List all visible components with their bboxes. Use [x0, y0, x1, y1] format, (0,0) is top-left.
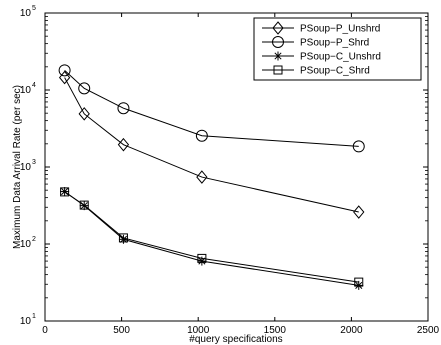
series-line [64, 191, 359, 286]
series-line [64, 69, 359, 147]
y-axis-title: Maximum Data Arrival Rate (per sec) [12, 85, 23, 249]
legend-label: PSoup−C_Unshrd [300, 52, 381, 63]
asterisk-stroke [274, 52, 282, 60]
asterisk-marker [354, 280, 364, 290]
series-diamond [58, 70, 365, 219]
square-marker [60, 187, 70, 197]
diamond-marker [58, 70, 71, 85]
axis-ticks [44, 12, 429, 322]
asterisk-stroke [61, 187, 69, 196]
y-tick-label: 10 [20, 8, 32, 19]
x-tick-label: 0 [42, 325, 48, 336]
square-marker [273, 65, 283, 75]
diamond-marker [272, 21, 284, 35]
y-tick-exponent: 4 [32, 82, 36, 89]
diamond-marker [78, 107, 90, 121]
y-tick-exponent: 3 [32, 159, 36, 166]
x-tick-label: 2000 [340, 325, 363, 336]
circle-marker [352, 140, 365, 153]
y-tick-exponent: 5 [32, 5, 36, 12]
asterisk-marker [273, 51, 283, 61]
x-axis-title: #query specifications [189, 334, 282, 345]
asterisk-marker [118, 234, 128, 244]
legend-label: PSoup−P_Unshrd [300, 24, 380, 35]
series-circle [58, 64, 365, 153]
data-series [58, 64, 365, 290]
y-tick-exponent: 2 [32, 236, 36, 243]
x-tick-label: 500 [113, 325, 130, 336]
asterisk-stroke [355, 281, 363, 289]
square-marker [354, 277, 364, 287]
legend-label: PSoup−P_Shrd [300, 38, 369, 49]
circle-marker [117, 102, 130, 115]
x-tick-label: 1500 [264, 325, 287, 336]
y-tick-label: 10 [20, 162, 32, 173]
y-tick-label: 10 [20, 316, 32, 327]
series-square [60, 187, 364, 287]
diamond-marker [353, 205, 365, 219]
series-line [64, 191, 359, 283]
x-tick-label: 1000 [187, 325, 210, 336]
circle-marker [195, 129, 208, 142]
x-tick-label: 2500 [417, 325, 440, 336]
y-tick-label: 10 [20, 239, 32, 250]
y-tick-label: 10 [20, 85, 32, 96]
series-line [64, 77, 359, 213]
legend-label: PSoup−C_Shrd [300, 66, 370, 77]
y-tick-exponent: 1 [32, 313, 36, 320]
square-marker [118, 233, 128, 243]
diamond-marker [117, 137, 130, 152]
legend: PSoup−P_Unshrd PSoup−P_Shrd PSoup−C_Unshrd… [253, 17, 422, 81]
square-marker [79, 200, 89, 210]
diamond-marker [196, 170, 208, 184]
square-marker [197, 253, 207, 263]
circle-marker [58, 64, 71, 77]
circle-marker [78, 82, 91, 95]
circle-marker [272, 36, 284, 48]
